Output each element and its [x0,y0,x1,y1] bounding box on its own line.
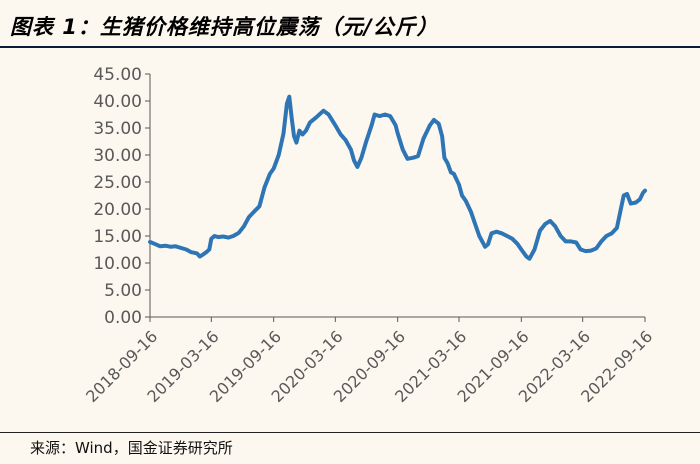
price-line-chart: 0.00 5.00 10.00 15.00 20.00 25.00 30.00 35.00 40… [82,65,656,406]
y-tick-label: 20.00 [93,200,142,220]
price-series-line [148,94,647,261]
y-tick-label: 5.00 [104,281,142,301]
x-axis: 2018-09-162019-03-162019-09-162020-03-16… [82,316,656,406]
y-axis: 0.00 5.00 10.00 15.00 20.00 25.00 30.00 35.00 40… [93,65,151,328]
source-note: 来源：Wind，国金证券研究所 [30,439,233,457]
title-divider [0,46,700,48]
y-tick-label: 45.00 [93,65,142,85]
y-tick-label: 10.00 [93,254,142,274]
series [148,94,647,261]
y-tick-label: 35.00 [93,119,142,139]
y-tick-label: 40.00 [93,92,142,112]
title-bar: 图表 1：生猪价格维持高位震荡（元/公斤） [0,0,700,50]
footer-divider [0,432,700,433]
figure-title: 图表 1：生猪价格维持高位震荡（元/公斤） [10,15,439,39]
y-tick-label: 15.00 [93,227,142,247]
y-tick-label: 30.00 [93,146,142,166]
y-tick-label: 0.00 [104,308,142,328]
y-tick-label: 25.00 [93,173,142,193]
